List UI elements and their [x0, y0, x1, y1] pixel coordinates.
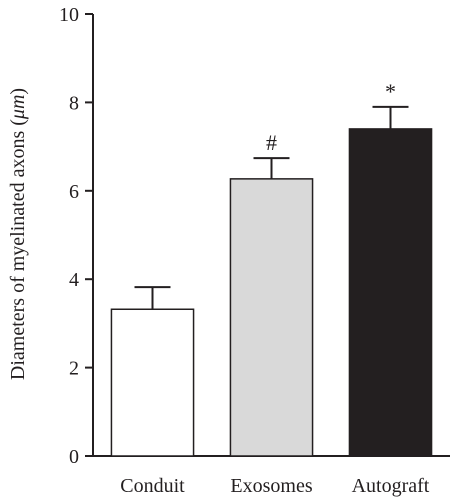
- y-tick-label: 10: [59, 4, 79, 26]
- y-tick-label: 6: [69, 181, 79, 203]
- x-tick-label: Autograft: [352, 475, 430, 497]
- significance-marker: #: [266, 130, 277, 155]
- y-tick-label: 0: [69, 446, 79, 468]
- bar-conduit: [110, 308, 195, 457]
- y-tick-label: 8: [69, 92, 79, 114]
- y-tick-label: 4: [69, 269, 79, 291]
- y-axis-label: Diameters of myelinated axons (μm): [7, 88, 29, 380]
- x-tick-label: Conduit: [120, 475, 185, 497]
- bar-autograft: [348, 128, 433, 457]
- labels: 0 2 4 6 8 10 Conduit # Exosomes * Autograft: [59, 4, 430, 497]
- bars: [110, 105, 433, 457]
- bar-exosomes: [229, 178, 314, 457]
- y-tick-label: 2: [69, 358, 79, 380]
- x-tick-label: Exosomes: [230, 475, 312, 497]
- significance-marker: *: [385, 79, 396, 104]
